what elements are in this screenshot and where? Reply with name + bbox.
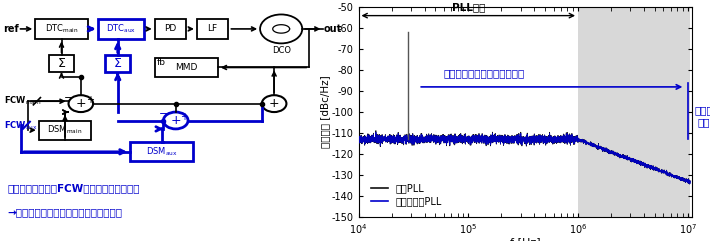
Text: Σ: Σ — [114, 57, 121, 70]
Text: +: + — [86, 95, 94, 105]
Text: Σ: Σ — [58, 57, 65, 70]
Text: MMD: MMD — [175, 63, 197, 72]
Bar — [38, 120, 92, 140]
Text: DSM$_{\rm aux}$: DSM$_{\rm aux}$ — [146, 146, 178, 158]
Bar — [197, 19, 229, 39]
Text: FCW$_{\rm aux}$: FCW$_{\rm aux}$ — [4, 119, 38, 132]
Legend: 元のPLL, 今回提案のPLL: 元のPLL, 今回提案のPLL — [367, 179, 446, 210]
Text: DSM$_{\rm main}$: DSM$_{\rm main}$ — [48, 124, 82, 136]
Bar — [155, 19, 186, 39]
Bar — [35, 19, 88, 39]
Text: −: − — [159, 109, 168, 120]
Text: DCO: DCO — [272, 46, 290, 55]
Text: →スプリアスが帯域外の高周波にシフト: →スプリアスが帯域外の高周波にシフト — [7, 207, 122, 217]
X-axis label: f [Hz]: f [Hz] — [510, 237, 541, 241]
Text: LF: LF — [207, 24, 218, 33]
Text: fb: fb — [157, 58, 166, 67]
Bar — [49, 55, 74, 72]
Text: out: out — [323, 24, 342, 34]
Bar — [106, 55, 130, 72]
Text: DTC$_{\rm main}$: DTC$_{\rm main}$ — [45, 23, 78, 35]
Text: スプリアスを高周波にシフト: スプリアスを高周波にシフト — [444, 68, 525, 79]
Text: DTC$_{\rm aux}$: DTC$_{\rm aux}$ — [106, 23, 136, 35]
Text: PD: PD — [164, 24, 177, 33]
Text: +: + — [180, 112, 189, 122]
Text: +: + — [75, 97, 86, 110]
Text: −: − — [64, 93, 73, 103]
Text: フィルタ
で除去: フィルタ で除去 — [694, 106, 710, 127]
Text: PLL帯域: PLL帯域 — [452, 2, 485, 13]
Text: 整数値から離れたFCWに分解して分周処理: 整数値から離れたFCWに分解して分周処理 — [7, 183, 140, 193]
Bar — [155, 58, 218, 77]
Text: ref: ref — [4, 24, 19, 34]
Bar — [578, 7, 690, 217]
Text: FCW$_{\rm main}$: FCW$_{\rm main}$ — [4, 95, 41, 107]
Text: +: + — [170, 114, 181, 127]
Bar — [130, 142, 193, 161]
Text: +: + — [269, 97, 280, 110]
Y-axis label: 位相雑音 [dBc/Hz]: 位相雑音 [dBc/Hz] — [320, 76, 330, 148]
Bar — [99, 19, 144, 39]
